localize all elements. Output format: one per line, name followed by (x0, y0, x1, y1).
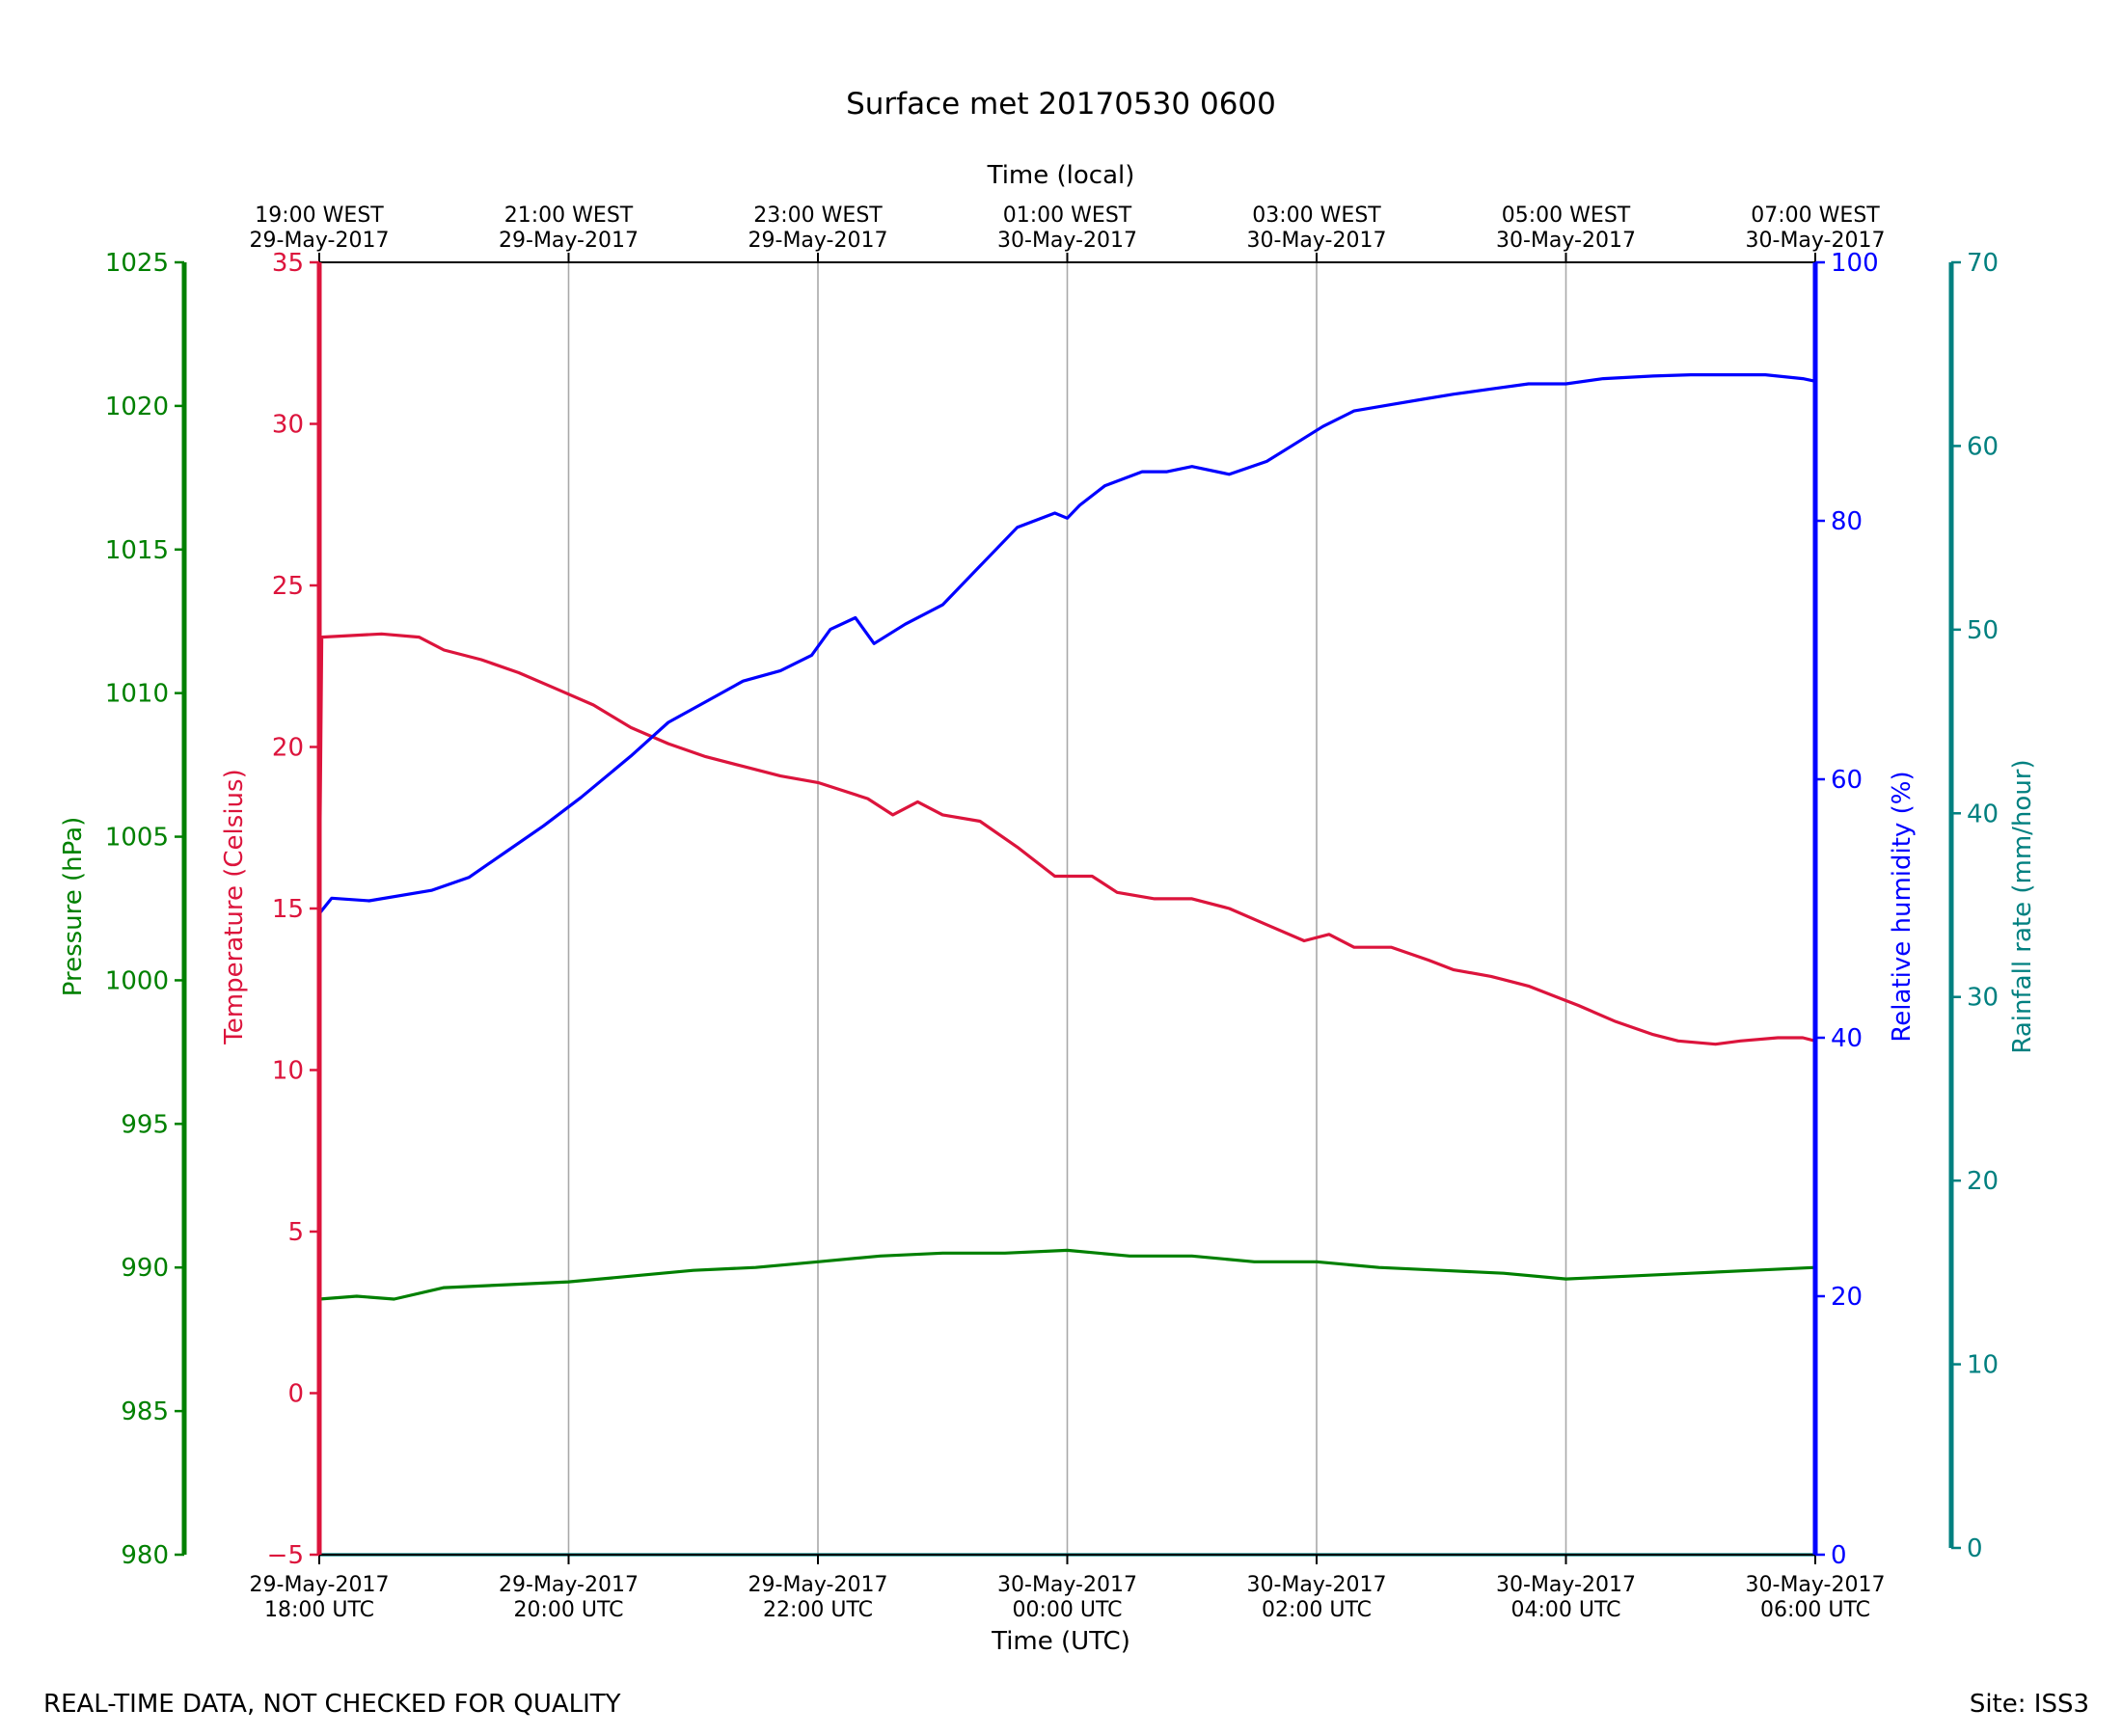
top-tick-time: 03:00 WEST (1252, 203, 1381, 228)
temperature-tick-label: 35 (272, 249, 304, 278)
rainfall-tick-label: 40 (1967, 800, 1999, 828)
temperature-tick-label: 20 (272, 734, 304, 763)
top-tick-time: 21:00 WEST (504, 203, 634, 228)
bottom-tick-time: 18:00 UTC (264, 1598, 374, 1622)
top-tick-date: 29-May-2017 (748, 229, 888, 253)
pressure-tick-label: 1005 (105, 824, 169, 853)
bottom-axis-label: Time (UTC) (991, 1627, 1130, 1656)
bottom-tick-time: 02:00 UTC (1262, 1598, 1372, 1622)
pressure-tick-label: 980 (121, 1541, 169, 1570)
top-tick-date: 29-May-2017 (250, 229, 390, 253)
rainfall-axis: 0 10 20 30 40 50 60 70 Rainfall rate (mm/hour) (1948, 249, 2037, 1563)
humidity-tick-label: 40 (1831, 1024, 1863, 1053)
rainfall-tick-label: 20 (1967, 1167, 1999, 1196)
bottom-tick-time: 06:00 UTC (1760, 1598, 1870, 1622)
temperature-tick-label: 25 (272, 572, 304, 601)
temperature-tick-label: 5 (287, 1218, 304, 1247)
pressure-tick-label: 985 (121, 1397, 169, 1426)
temperature-tick-label: 10 (272, 1057, 304, 1086)
bottom-tick-date: 29-May-2017 (250, 1573, 390, 1597)
temperature-tick-label: 15 (272, 895, 304, 924)
top-tick-time: 05:00 WEST (1502, 203, 1631, 228)
bottom-tick-date: 30-May-2017 (997, 1573, 1137, 1597)
pressure-tick-label: 1000 (105, 966, 169, 995)
bottom-tick-date: 30-May-2017 (1496, 1573, 1636, 1597)
humidity-tick-label: 100 (1831, 249, 1879, 278)
temperature-tick-label: 30 (272, 411, 304, 440)
top-tick-time: 19:00 WEST (255, 203, 384, 228)
top-tick-date: 30-May-2017 (997, 229, 1137, 253)
pressure-series-line (318, 1248, 1816, 1301)
pressure-axis: 980 985 990 995 1000 1005 1010 1015 1020 1025 Pre… (59, 249, 187, 1570)
top-tick-time: 01:00 WEST (1003, 203, 1132, 228)
humidity-tick-label: 60 (1831, 766, 1863, 795)
bottom-tick-time: 20:00 UTC (513, 1598, 623, 1622)
bottom-tick-time: 04:00 UTC (1510, 1598, 1620, 1622)
temperature-axis-label: Temperature (Celsius) (220, 769, 249, 1044)
bottom-tick-time: 22:00 UTC (763, 1598, 873, 1622)
top-tick-time: 07:00 WEST (1751, 203, 1880, 228)
top-axis-label: Time (local) (987, 161, 1135, 190)
top-tick-date: 30-May-2017 (1247, 229, 1387, 253)
pressure-axis-label: Pressure (hPa) (59, 817, 88, 997)
top-tick-date: 29-May-2017 (499, 229, 639, 253)
pressure-tick-label: 995 (121, 1110, 169, 1139)
temperature-tick-label: −5 (267, 1541, 304, 1570)
rainfall-tick-label: 50 (1967, 616, 1999, 645)
quality-note: REAL-TIME DATA, NOT CHECKED FOR QUALITY (43, 1690, 621, 1719)
site-label: Site: ISS3 (1970, 1690, 2089, 1719)
humidity-tick-label: 0 (1831, 1541, 1847, 1570)
rainfall-tick-label: 60 (1967, 432, 1999, 461)
temperature-series-line (317, 632, 1816, 1046)
bottom-tick-date: 29-May-2017 (499, 1573, 639, 1597)
temperature-axis: −5 0 5 10 15 20 25 30 35 Temperature (Celsius) (220, 249, 322, 1570)
pressure-tick-label: 1025 (105, 249, 169, 278)
rainfall-tick-label: 0 (1967, 1534, 1983, 1563)
humidity-tick-label: 80 (1831, 507, 1863, 536)
rainfall-axis-label: Rainfall rate (mm/hour) (2008, 759, 2037, 1053)
humidity-axis: 0 20 40 60 80 100 Relative humidity (%) (1812, 249, 1917, 1570)
bottom-tick-date: 29-May-2017 (748, 1573, 888, 1597)
pressure-tick-label: 990 (121, 1254, 169, 1283)
rainfall-tick-label: 10 (1967, 1351, 1999, 1380)
humidity-series-line (317, 373, 1816, 915)
pressure-tick-label: 1010 (105, 680, 169, 709)
top-tick-date: 30-May-2017 (1496, 229, 1636, 253)
pressure-tick-label: 1015 (105, 536, 169, 565)
bottom-tick-date: 30-May-2017 (1746, 1573, 1886, 1597)
temperature-tick-label: 0 (287, 1380, 304, 1409)
humidity-axis-label: Relative humidity (%) (1888, 771, 1917, 1042)
top-tick-date: 30-May-2017 (1746, 229, 1886, 253)
rainfall-tick-label: 70 (1967, 249, 1999, 278)
rainfall-tick-label: 30 (1967, 984, 1999, 1013)
bottom-tick-date: 30-May-2017 (1247, 1573, 1387, 1597)
grid-lines (567, 262, 1567, 1555)
pressure-tick-label: 1020 (105, 393, 169, 421)
bottom-tick-time: 00:00 UTC (1012, 1598, 1122, 1622)
top-tick-time: 23:00 WEST (753, 203, 883, 228)
chart-title: Surface met 20170530 0600 (846, 87, 1276, 122)
humidity-tick-label: 20 (1831, 1283, 1863, 1312)
